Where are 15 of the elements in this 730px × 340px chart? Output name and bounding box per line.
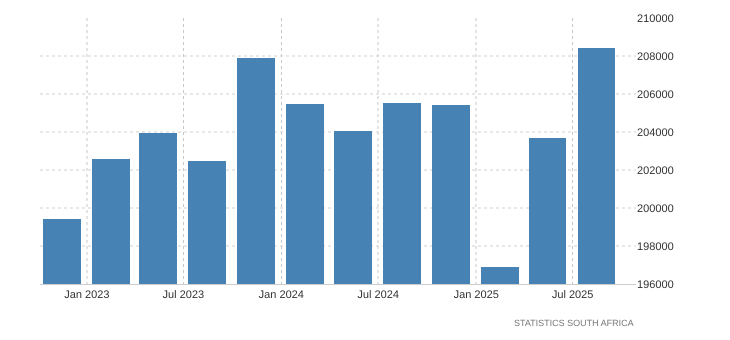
text: STATISTICS SOUTH AFRICA [514, 318, 634, 328]
y-tick-label: 196000 [637, 278, 674, 291]
x-tick-label: Jul 2025 [552, 289, 594, 302]
x-tick-label: Jul 2024 [357, 289, 400, 302]
y-tick-label: 200000 [637, 202, 674, 215]
x-tick-label: Jan 2024 [258, 289, 304, 302]
x-tick-label: Jul 2023 [162, 289, 204, 302]
x-tick-label: Jan 2025 [454, 289, 499, 302]
y-tick-label: 198000 [637, 240, 674, 253]
y-tick-label: 206000 [637, 88, 674, 101]
y-tick-label: 208000 [637, 50, 674, 63]
y-tick-label: 204000 [637, 126, 674, 139]
y-tick-label: 210000 [637, 12, 674, 25]
y-tick-label: 202000 [637, 164, 674, 177]
x-tick-label: Jan 2023 [64, 289, 110, 302]
